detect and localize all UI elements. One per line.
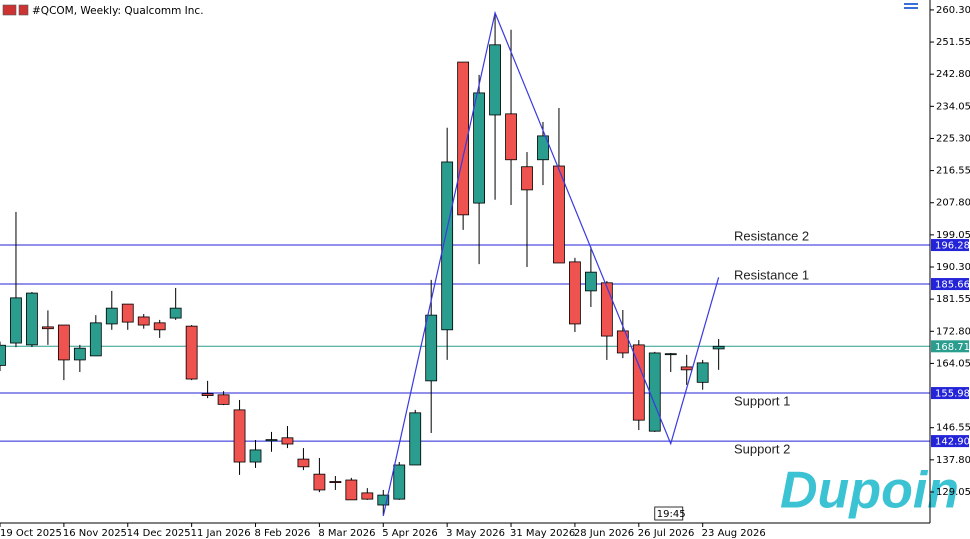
candle-body	[441, 161, 454, 331]
x-tick-label: 5 Apr 2026	[382, 528, 437, 539]
plot-area	[0, 10, 930, 517]
candle-body	[489, 44, 501, 116]
candle-body	[632, 344, 645, 421]
y-tick-label: 164.05	[936, 358, 970, 369]
candle-body	[42, 326, 54, 330]
candle-body	[153, 322, 166, 331]
level-name: Resistance 1	[734, 267, 809, 282]
candle-body	[217, 394, 230, 405]
timer-box	[654, 506, 684, 521]
level-price-label: 185.66	[935, 280, 970, 291]
candle-body	[233, 409, 246, 463]
x-tick-label: 14 Dec 2025	[127, 528, 191, 539]
y-tick-label: 199.05	[936, 230, 970, 241]
candle-body	[521, 166, 533, 191]
candle-body	[377, 494, 390, 506]
level-price-box	[931, 387, 969, 400]
x-tick-label: 11 Jan 2026	[191, 528, 251, 539]
candle-body	[409, 412, 422, 466]
candle-body	[616, 330, 629, 354]
level-price-label: 142.90	[935, 437, 970, 448]
x-tick-label: 3 May 2026	[446, 528, 505, 539]
candle-body	[361, 492, 374, 500]
y-tick-label: 129.05	[936, 487, 970, 498]
candle-body	[712, 345, 725, 350]
x-tick-label: 28 Jun 2026	[574, 528, 634, 539]
candle-body	[73, 347, 86, 361]
candle-body	[505, 113, 517, 161]
zigzag-line	[382, 10, 720, 517]
candle-body	[696, 362, 709, 383]
candle-body	[26, 292, 38, 346]
x-tick-label: 31 May 2026	[510, 528, 575, 539]
y-tick-label: 146.55	[936, 423, 970, 434]
level-price-label: 168.71	[935, 342, 970, 353]
candle-body	[265, 439, 278, 442]
y-tick-label: 251.55	[936, 37, 970, 48]
x-tick-label: 16 Nov 2025	[63, 528, 127, 539]
candle-body	[473, 92, 486, 204]
y-tick-label: 242.80	[936, 69, 970, 80]
candle-body	[313, 473, 326, 491]
level-name: Support 2	[734, 442, 790, 457]
candle-body	[89, 322, 102, 357]
candle-body	[329, 481, 342, 483]
x-tick-label: 8 Feb 2026	[255, 528, 311, 539]
x-tick-label: 23 Aug 2026	[702, 528, 766, 539]
y-tick-label: 172.80	[936, 326, 970, 337]
level-price-box	[931, 239, 969, 252]
level-price-box	[931, 340, 969, 353]
candle-body	[249, 449, 262, 463]
candle-body	[345, 479, 358, 501]
candle-body	[664, 353, 677, 356]
x-tick-label: 8 Mar 2026	[318, 528, 375, 539]
y-tick-label: 190.30	[936, 262, 970, 273]
y-tick-label: 207.80	[936, 198, 970, 209]
level-price-label: 196.28	[935, 241, 970, 252]
x-tick-label: 19 Oct 2025	[0, 528, 62, 539]
y-tick-label: 137.80	[936, 455, 970, 466]
y-tick-label: 234.05	[936, 101, 970, 112]
candle-body	[281, 437, 294, 445]
candle-body	[0, 344, 6, 366]
y-tick-label: 216.55	[936, 166, 970, 177]
y-tick-label: 260.30	[936, 5, 970, 16]
candle-body	[201, 393, 214, 396]
candle-body	[600, 282, 613, 337]
level-price-box	[931, 435, 969, 448]
candle-body	[425, 314, 438, 382]
level-price-label: 155.98	[935, 389, 970, 400]
candle-body	[680, 366, 693, 371]
candle-body	[648, 352, 661, 432]
timer: 19:45	[657, 509, 686, 520]
candle-body	[584, 271, 597, 292]
candle-body	[457, 61, 470, 216]
candle-body	[57, 324, 70, 361]
candle-body	[105, 307, 118, 325]
candle-body	[169, 307, 182, 319]
level-name: Support 1	[734, 393, 790, 408]
candle-body	[569, 261, 581, 325]
candle-body	[553, 165, 565, 264]
watermark: Dupoin	[780, 462, 959, 520]
y-tick-label: 225.30	[936, 133, 970, 144]
candle-body	[185, 325, 198, 380]
candle-body	[121, 303, 134, 323]
symbol-icons	[2, 3, 918, 16]
chart-title: #QCOM, Weekly: Qualcomm Inc.	[32, 5, 204, 17]
y-tick-label: 181.55	[936, 294, 970, 305]
candle-body	[393, 464, 406, 500]
level-name: Resistance 2	[734, 228, 809, 243]
candle-body	[297, 458, 310, 468]
candle-body	[137, 316, 150, 326]
level-price-box	[931, 278, 969, 291]
candle-body	[537, 135, 549, 161]
candle-body	[10, 297, 22, 344]
x-tick-label: 26 Jul 2026	[638, 528, 695, 539]
